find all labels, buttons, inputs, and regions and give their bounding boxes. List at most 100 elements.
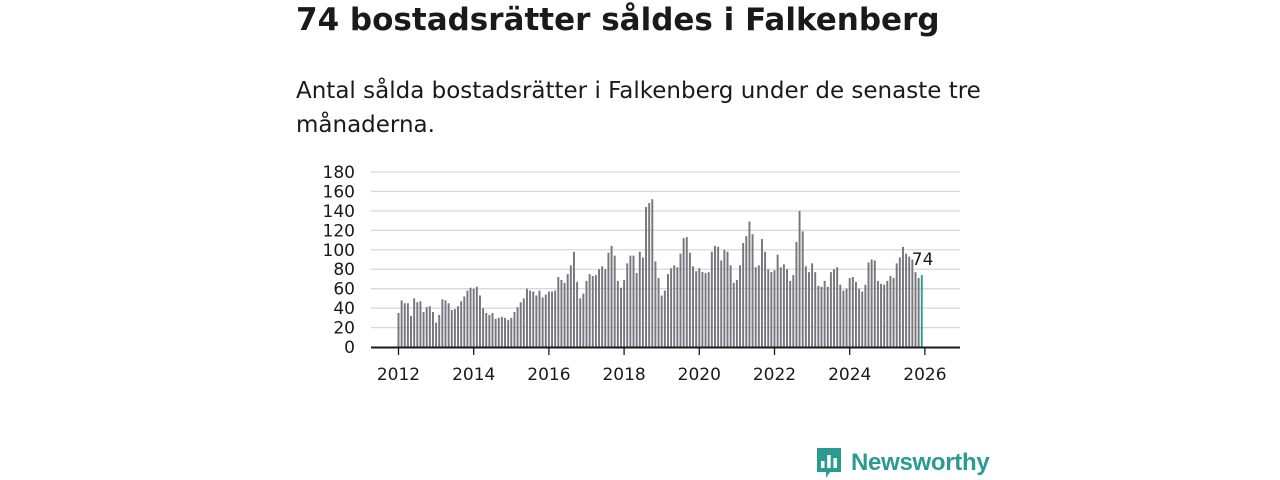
bar xyxy=(776,254,779,347)
bar xyxy=(507,319,510,347)
bar xyxy=(848,277,851,347)
y-tick-label: 120 xyxy=(323,221,355,241)
bar xyxy=(635,273,638,347)
y-tick-label: 0 xyxy=(344,338,355,358)
bar xyxy=(435,322,438,347)
bar xyxy=(648,203,651,347)
bar xyxy=(485,312,488,347)
bar xyxy=(764,251,767,347)
y-tick-label: 140 xyxy=(323,202,355,222)
bar xyxy=(688,252,691,347)
x-tick-label: 2018 xyxy=(602,365,645,385)
bar xyxy=(438,314,441,347)
bar xyxy=(620,287,622,347)
bar xyxy=(754,267,757,347)
bar xyxy=(663,290,666,347)
bar xyxy=(685,237,688,347)
bar xyxy=(406,303,409,347)
y-tick-label: 180 xyxy=(323,163,355,183)
x-tick-label: 2014 xyxy=(452,365,495,385)
y-tick-label: 20 xyxy=(333,319,355,339)
bar xyxy=(845,288,848,347)
bar xyxy=(742,242,745,347)
bar xyxy=(538,290,541,347)
bar xyxy=(554,290,557,347)
bar xyxy=(676,267,679,347)
bar xyxy=(782,264,785,347)
x-tick-label: 2012 xyxy=(377,365,420,385)
bar xyxy=(610,245,613,347)
y-tick-label: 80 xyxy=(333,260,355,280)
bar xyxy=(519,302,522,347)
bar xyxy=(892,277,895,347)
bar xyxy=(673,265,676,347)
bar xyxy=(898,257,901,347)
bar xyxy=(469,287,472,347)
bar xyxy=(475,286,478,347)
bar xyxy=(701,272,704,347)
bar xyxy=(601,266,604,347)
bars xyxy=(397,199,923,347)
bar xyxy=(748,221,751,347)
bar xyxy=(911,259,914,347)
bar xyxy=(453,309,456,347)
x-tick-label: 2026 xyxy=(903,365,946,385)
bar xyxy=(660,295,663,347)
bar xyxy=(732,282,735,347)
bar xyxy=(886,280,889,347)
bar xyxy=(839,284,842,347)
bar xyxy=(704,273,707,347)
bar xyxy=(504,317,506,347)
bar xyxy=(579,298,582,347)
bar xyxy=(491,312,494,347)
bar xyxy=(557,277,560,347)
newsworthy-logo[interactable]: Newsworthy xyxy=(815,446,990,480)
x-tick-label: 2024 xyxy=(828,365,871,385)
bar xyxy=(833,269,835,347)
bar xyxy=(397,312,400,347)
bar xyxy=(867,262,870,347)
bar xyxy=(535,295,538,347)
y-tick-label: 60 xyxy=(333,280,355,300)
bar xyxy=(544,294,547,347)
bar xyxy=(444,300,447,347)
bar xyxy=(441,299,444,347)
bar xyxy=(541,297,544,347)
bar xyxy=(757,265,760,347)
bar xyxy=(629,255,632,347)
bar xyxy=(428,306,431,347)
bar xyxy=(792,275,795,347)
bar xyxy=(403,303,406,347)
x-axis-ticks: 2012 2014 2016 2018 2020 2022 2024 2026 xyxy=(377,347,947,385)
bar xyxy=(795,242,798,347)
bar xyxy=(497,317,500,347)
bar xyxy=(654,261,657,347)
bar xyxy=(735,279,738,347)
bar xyxy=(466,290,469,347)
bar xyxy=(416,302,419,347)
bar xyxy=(817,285,820,347)
bar xyxy=(905,253,908,347)
bar xyxy=(829,272,832,347)
bar xyxy=(432,312,434,347)
bar xyxy=(457,306,459,347)
bar xyxy=(698,268,701,347)
bar xyxy=(604,269,607,347)
bar xyxy=(413,298,416,347)
bar xyxy=(623,279,626,347)
bar xyxy=(591,276,594,347)
bar xyxy=(613,255,616,347)
bar xyxy=(789,280,792,347)
bar xyxy=(482,308,485,347)
bar xyxy=(447,303,450,347)
bar xyxy=(576,281,579,347)
bar xyxy=(836,267,839,347)
bar xyxy=(632,255,635,347)
y-tick-label: 160 xyxy=(323,182,355,202)
bar xyxy=(729,265,732,347)
chart-logo-icon xyxy=(817,448,841,478)
bar xyxy=(786,269,788,347)
bar xyxy=(500,316,503,347)
bar xyxy=(908,256,911,347)
